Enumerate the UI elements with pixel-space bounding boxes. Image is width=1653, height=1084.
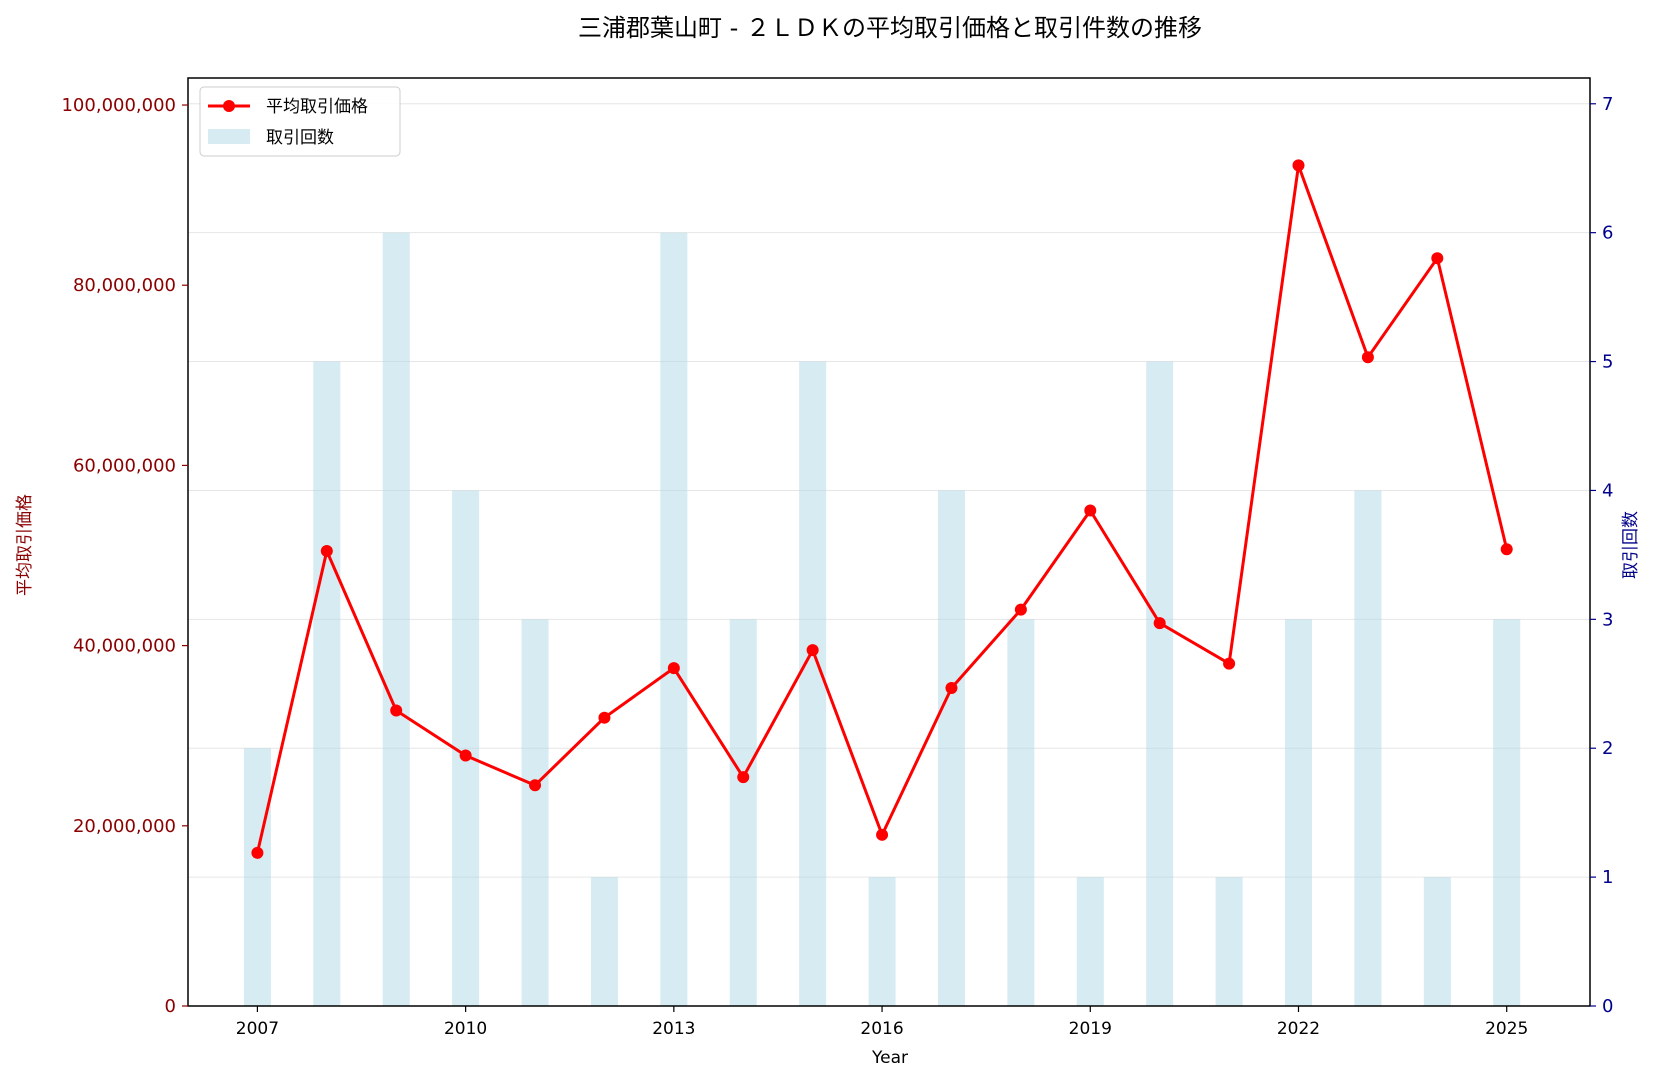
bar-2012 bbox=[590, 877, 618, 1006]
legend-label-price: 平均取引価格 bbox=[266, 97, 368, 117]
bar-2016 bbox=[868, 877, 896, 1006]
y-right-tick-label-7: 7 bbox=[1602, 94, 1613, 115]
legend-label-count: 取引回数 bbox=[266, 128, 334, 148]
price-point-2020 bbox=[1153, 617, 1166, 630]
x-axis-label: Year bbox=[871, 1048, 908, 1068]
bar-2022 bbox=[1284, 619, 1312, 1006]
y-right-tick-label-0: 0 bbox=[1602, 996, 1613, 1017]
bar-2024 bbox=[1423, 877, 1451, 1006]
x-tick-label-1: 2010 bbox=[444, 1019, 487, 1039]
y-right-tick-label-5: 5 bbox=[1602, 352, 1613, 373]
price-point-2010 bbox=[459, 749, 472, 762]
grid-layer bbox=[188, 103, 1590, 878]
price-point-2015 bbox=[806, 644, 819, 657]
bar-2018 bbox=[1007, 619, 1035, 1006]
y-right-tick-label-4: 4 bbox=[1602, 480, 1613, 501]
price-line bbox=[255, 163, 1509, 854]
y-left-tick-label-1: 20,000,000 bbox=[73, 816, 176, 837]
bar-2014 bbox=[729, 619, 757, 1006]
bar-2019 bbox=[1076, 877, 1104, 1006]
x-tick-label-6: 2025 bbox=[1485, 1019, 1528, 1039]
x-tick-label-2: 2013 bbox=[652, 1019, 695, 1039]
y-left-tick-label-4: 80,000,000 bbox=[73, 275, 176, 296]
price-point-2019 bbox=[1084, 504, 1097, 517]
x-tick-label-4: 2019 bbox=[1069, 1019, 1112, 1039]
line-layer bbox=[251, 159, 1513, 859]
price-point-2007 bbox=[251, 846, 264, 859]
price-point-2022 bbox=[1292, 159, 1305, 172]
bar-2025 bbox=[1493, 619, 1521, 1006]
bar-2017 bbox=[937, 490, 965, 1006]
legend: 平均取引価格 取引回数 bbox=[199, 86, 401, 157]
plot-frame bbox=[187, 77, 1591, 1007]
price-point-2017 bbox=[945, 681, 958, 694]
chart-title: 三浦郡葉山町 - ２ＬＤＫの平均取引価格と取引件数の推移 bbox=[578, 14, 1202, 42]
price-point-2009 bbox=[390, 704, 403, 717]
bar-2013 bbox=[660, 232, 688, 1006]
price-point-2012 bbox=[598, 711, 611, 724]
bar-2009 bbox=[382, 232, 410, 1006]
y-right-tick-label-6: 6 bbox=[1602, 223, 1613, 244]
price-point-2018 bbox=[1014, 603, 1027, 616]
price-point-2008 bbox=[320, 545, 333, 558]
price-point-2023 bbox=[1361, 351, 1374, 364]
price-point-2014 bbox=[737, 771, 750, 784]
x-tick-label-3: 2016 bbox=[860, 1019, 903, 1039]
y-right-axis-label: 取引回数 bbox=[1621, 511, 1641, 579]
price-point-2016 bbox=[876, 828, 889, 841]
bar-2008 bbox=[313, 361, 341, 1006]
y-left-tick-label-2: 40,000,000 bbox=[73, 636, 176, 657]
y-right-tick-label-1: 1 bbox=[1602, 867, 1613, 888]
bar-2015 bbox=[799, 361, 827, 1006]
price-point-2025 bbox=[1500, 543, 1513, 556]
y-left-tick-label-0: 0 bbox=[165, 996, 176, 1017]
bar-2023 bbox=[1354, 490, 1382, 1006]
legend-line-marker bbox=[223, 100, 235, 112]
y-left-tick-label-3: 60,000,000 bbox=[73, 455, 176, 476]
bar-2007 bbox=[243, 748, 271, 1006]
x-tick-label-0: 2007 bbox=[236, 1019, 279, 1039]
price-point-2011 bbox=[529, 779, 542, 792]
x-tick-label-5: 2022 bbox=[1277, 1019, 1320, 1039]
legend-bar-swatch bbox=[208, 129, 250, 144]
y-left-axis-label: 平均取引価格 bbox=[15, 494, 35, 596]
axes-layer: 0 20,000,000 40,000,000 60,000,000 80,000,00… bbox=[61, 77, 1613, 1039]
bar-2020 bbox=[1146, 361, 1174, 1006]
y-right-tick-label-3: 3 bbox=[1602, 609, 1613, 630]
price-point-2021 bbox=[1223, 657, 1236, 670]
bar-layer bbox=[243, 232, 1521, 1006]
bar-2011 bbox=[521, 619, 549, 1006]
bar-2021 bbox=[1215, 877, 1243, 1006]
y-left-tick-label-5: 100,000,000 bbox=[61, 95, 176, 116]
price-point-2013 bbox=[667, 662, 680, 675]
price-point-2024 bbox=[1431, 252, 1444, 265]
y-right-tick-label-2: 2 bbox=[1602, 738, 1613, 759]
